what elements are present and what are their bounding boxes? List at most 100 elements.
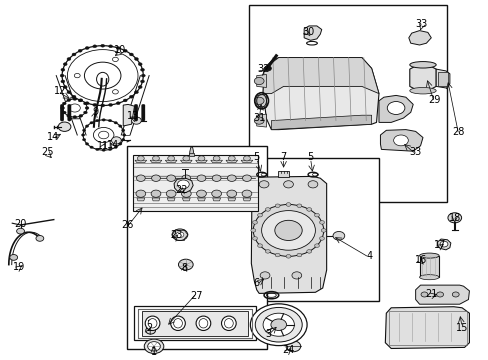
Circle shape: [129, 53, 133, 56]
Circle shape: [296, 204, 301, 208]
Circle shape: [134, 91, 138, 94]
Circle shape: [142, 119, 145, 121]
Circle shape: [67, 114, 71, 117]
Polygon shape: [435, 69, 449, 88]
Circle shape: [183, 156, 189, 161]
Circle shape: [67, 112, 71, 114]
Polygon shape: [152, 198, 160, 201]
Circle shape: [254, 117, 264, 124]
Circle shape: [306, 208, 311, 211]
Circle shape: [108, 148, 111, 150]
Circle shape: [142, 111, 145, 113]
Text: 29: 29: [427, 95, 440, 105]
Ellipse shape: [170, 316, 185, 330]
Circle shape: [62, 111, 66, 114]
Circle shape: [83, 111, 87, 114]
Ellipse shape: [196, 316, 210, 330]
Bar: [277, 171, 289, 177]
Circle shape: [136, 190, 145, 197]
Ellipse shape: [221, 316, 236, 330]
Polygon shape: [263, 58, 378, 94]
Circle shape: [85, 107, 89, 109]
Circle shape: [62, 46, 143, 105]
Circle shape: [134, 104, 138, 107]
Circle shape: [129, 95, 133, 98]
Text: 13: 13: [126, 111, 139, 121]
Circle shape: [102, 149, 105, 151]
Circle shape: [182, 175, 190, 181]
Circle shape: [134, 117, 138, 120]
Circle shape: [60, 108, 63, 110]
Circle shape: [314, 213, 319, 217]
Circle shape: [116, 46, 120, 49]
Text: 5: 5: [307, 152, 313, 162]
Circle shape: [84, 62, 121, 89]
Polygon shape: [409, 65, 435, 91]
Circle shape: [67, 105, 71, 108]
Circle shape: [81, 134, 85, 136]
Polygon shape: [180, 160, 192, 163]
Circle shape: [131, 117, 141, 124]
Circle shape: [60, 110, 63, 112]
Circle shape: [151, 175, 160, 181]
Circle shape: [321, 229, 325, 232]
Circle shape: [227, 175, 236, 181]
Text: 25: 25: [41, 147, 54, 157]
Polygon shape: [210, 160, 222, 163]
Text: 6: 6: [253, 278, 259, 288]
Circle shape: [252, 221, 257, 224]
Circle shape: [283, 181, 293, 188]
Text: 31: 31: [252, 113, 265, 123]
Ellipse shape: [199, 319, 207, 328]
Circle shape: [62, 102, 66, 105]
Circle shape: [142, 108, 145, 110]
Bar: [127, 146, 266, 349]
Circle shape: [67, 116, 71, 119]
Text: 26: 26: [121, 220, 133, 230]
Bar: [133, 155, 257, 211]
Text: 9: 9: [92, 107, 98, 117]
Circle shape: [332, 231, 344, 240]
Circle shape: [264, 66, 271, 71]
Text: 33: 33: [408, 147, 421, 157]
Circle shape: [96, 148, 99, 150]
Text: 28: 28: [451, 127, 464, 138]
Circle shape: [439, 241, 447, 247]
Polygon shape: [437, 239, 450, 250]
Text: 17: 17: [433, 240, 446, 250]
Circle shape: [60, 115, 63, 118]
Circle shape: [137, 156, 144, 161]
Polygon shape: [256, 114, 266, 127]
Circle shape: [114, 146, 117, 148]
Text: 14: 14: [46, 132, 59, 142]
Ellipse shape: [224, 319, 233, 328]
Circle shape: [60, 112, 63, 114]
Ellipse shape: [419, 275, 438, 280]
Circle shape: [134, 113, 138, 116]
Ellipse shape: [173, 319, 182, 328]
Circle shape: [67, 91, 71, 94]
Circle shape: [252, 237, 257, 240]
Bar: [249, 158, 378, 301]
Ellipse shape: [145, 316, 160, 330]
Circle shape: [60, 116, 63, 119]
Circle shape: [134, 116, 138, 119]
Circle shape: [451, 292, 458, 297]
Circle shape: [60, 114, 63, 117]
Text: 10: 10: [113, 45, 126, 55]
Circle shape: [36, 235, 44, 241]
Polygon shape: [380, 130, 422, 151]
Circle shape: [66, 99, 71, 102]
Text: 4: 4: [366, 251, 371, 261]
Circle shape: [17, 228, 24, 234]
Bar: [249, 5, 447, 202]
Circle shape: [142, 110, 145, 112]
Circle shape: [90, 122, 93, 124]
Circle shape: [140, 68, 144, 71]
Circle shape: [134, 115, 138, 118]
Bar: [138, 309, 252, 338]
Polygon shape: [378, 95, 412, 122]
Circle shape: [291, 272, 301, 279]
Circle shape: [166, 175, 175, 181]
Circle shape: [61, 68, 65, 71]
